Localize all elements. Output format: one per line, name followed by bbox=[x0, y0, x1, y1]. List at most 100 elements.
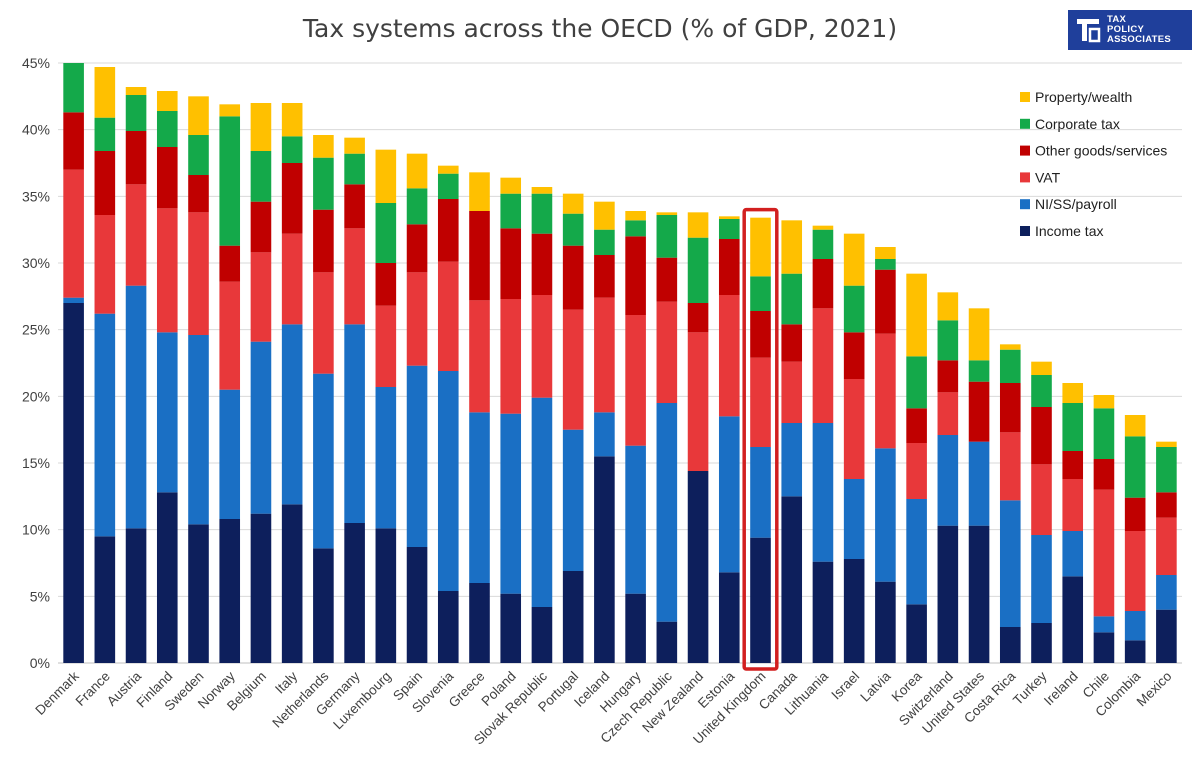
bar-segment-other-goods-services bbox=[219, 245, 241, 282]
bar-segment-vat bbox=[656, 301, 678, 403]
bar-segment-property-wealth bbox=[687, 212, 709, 238]
bar-segment-ni-ss-payroll bbox=[625, 445, 646, 594]
bar-segment-other-goods-services bbox=[625, 236, 646, 315]
bar-stack-korea bbox=[906, 273, 927, 663]
x-tick-label: Mexico bbox=[1134, 669, 1175, 710]
bar-segment-property-wealth bbox=[188, 96, 209, 135]
bar-stack-italy bbox=[281, 103, 303, 663]
bar-segment-income-tax bbox=[1093, 632, 1115, 663]
legend-swatch bbox=[1020, 118, 1030, 129]
bar-segment-corporate-tax bbox=[156, 111, 178, 147]
bar-segment-other-goods-services bbox=[968, 381, 990, 442]
bar-segment-property-wealth bbox=[1031, 361, 1052, 375]
bar-stack-iceland bbox=[594, 201, 615, 663]
bar-stack-greece bbox=[469, 172, 490, 663]
bar-segment-property-wealth bbox=[1124, 415, 1146, 437]
bar-segment-other-goods-services bbox=[781, 324, 803, 362]
legend-label: NI/SS/payroll bbox=[1035, 196, 1117, 212]
bar-stack-israel bbox=[843, 233, 865, 663]
legend-label: Corporate tax bbox=[1035, 116, 1120, 132]
bar-segment-property-wealth bbox=[313, 135, 334, 158]
bar-segment-property-wealth bbox=[781, 220, 803, 274]
bar-segment-income-tax bbox=[906, 604, 927, 663]
bar-segment-other-goods-services bbox=[344, 184, 365, 229]
bar-segment-other-goods-services bbox=[1062, 451, 1084, 479]
y-tick-label: 20% bbox=[22, 388, 50, 404]
bar-stack-denmark bbox=[63, 63, 84, 663]
bar-segment-corporate-tax bbox=[968, 360, 990, 382]
bar-segment-corporate-tax bbox=[63, 63, 84, 113]
bar-segment-income-tax bbox=[562, 571, 584, 663]
bar-stack-belgium bbox=[250, 103, 272, 663]
bar-segment-property-wealth bbox=[718, 216, 740, 219]
bar-segment-income-tax bbox=[63, 303, 84, 663]
legend-label: VAT bbox=[1035, 169, 1061, 185]
y-axis: 0% 5% 10% 15% 20% 25% 30% 35% 40% 45% bbox=[22, 55, 50, 671]
bar-segment-ni-ss-payroll bbox=[750, 447, 771, 538]
highlight-box bbox=[742, 207, 779, 671]
bar-segment-other-goods-services bbox=[656, 257, 678, 302]
bar-segment-income-tax bbox=[656, 621, 678, 663]
bar-segment-property-wealth bbox=[469, 172, 490, 211]
legend: Property/wealth Corporate tax Other goods/… bbox=[1020, 89, 1167, 239]
logo-line-1: TAX bbox=[1107, 14, 1127, 25]
bar-segment-vat bbox=[63, 169, 84, 298]
bar-stack-latvia bbox=[875, 247, 896, 663]
bar-segment-ni-ss-payroll bbox=[1093, 616, 1115, 633]
bar-segment-income-tax bbox=[1156, 609, 1177, 663]
bar-segment-ni-ss-payroll bbox=[531, 397, 553, 607]
bar-stack-spain bbox=[406, 153, 428, 663]
bar-segment-ni-ss-payroll bbox=[937, 435, 959, 526]
bar-stack-ireland bbox=[1062, 383, 1084, 663]
bar-segment-income-tax bbox=[1062, 576, 1084, 663]
y-tick-label: 45% bbox=[22, 55, 50, 71]
bar-segment-vat bbox=[843, 379, 865, 479]
bar-segment-corporate-tax bbox=[750, 276, 771, 311]
bar-segment-corporate-tax bbox=[219, 116, 241, 246]
bar-segment-vat bbox=[469, 300, 490, 413]
bar-segment-property-wealth bbox=[375, 149, 397, 203]
legend-label: Property/wealth bbox=[1035, 89, 1132, 105]
bar-segment-property-wealth bbox=[999, 344, 1021, 350]
legend-label: Other goods/services bbox=[1035, 143, 1167, 159]
bar-segment-corporate-tax bbox=[500, 193, 522, 229]
bar-segment-income-tax bbox=[781, 496, 803, 663]
bar-segment-ni-ss-payroll bbox=[906, 499, 927, 605]
bar-stack-france bbox=[94, 67, 116, 663]
gridlines bbox=[58, 62, 1182, 664]
bar-segment-income-tax bbox=[687, 471, 709, 663]
bar-stack-poland bbox=[500, 177, 522, 663]
x-tick-label: Israel bbox=[828, 669, 862, 703]
bar-segment-ni-ss-payroll bbox=[1156, 575, 1177, 610]
bar-segment-vat bbox=[1124, 531, 1146, 611]
bar-segment-other-goods-services bbox=[906, 408, 927, 443]
bar-segment-ni-ss-payroll bbox=[500, 413, 522, 594]
bar-segment-other-goods-services bbox=[281, 163, 303, 234]
bar-stack-switzerland bbox=[937, 292, 959, 663]
bar-segment-other-goods-services bbox=[94, 151, 116, 215]
bar-segment-ni-ss-payroll bbox=[812, 423, 834, 562]
bar-segment-other-goods-services bbox=[594, 255, 615, 298]
bar-segment-property-wealth bbox=[594, 201, 615, 230]
bar-segment-corporate-tax bbox=[281, 136, 303, 163]
bar-segment-income-tax bbox=[156, 492, 178, 663]
y-tick-label: 10% bbox=[22, 522, 50, 538]
bar-segment-ni-ss-payroll bbox=[1124, 611, 1146, 641]
bar-segment-ni-ss-payroll bbox=[250, 341, 272, 514]
bar-segment-vat bbox=[1062, 479, 1084, 531]
bar-segment-property-wealth bbox=[156, 91, 178, 111]
bar-segment-property-wealth bbox=[94, 67, 116, 118]
bar-segment-income-tax bbox=[344, 523, 365, 663]
bar-segment-property-wealth bbox=[500, 177, 522, 194]
bar-stack-estonia bbox=[718, 216, 740, 663]
bar-segment-other-goods-services bbox=[469, 211, 490, 301]
bar-segment-other-goods-services bbox=[188, 175, 209, 213]
logo-mark-icon bbox=[1077, 19, 1101, 43]
bar-stack-germany bbox=[344, 137, 365, 663]
bar-segment-other-goods-services bbox=[687, 303, 709, 333]
bar-stack-new-zealand bbox=[687, 212, 709, 663]
bar-segment-corporate-tax bbox=[250, 151, 272, 202]
bar-segment-ni-ss-payroll bbox=[156, 332, 178, 493]
bar-segment-vat bbox=[937, 392, 959, 435]
bar-segment-income-tax bbox=[625, 593, 646, 663]
